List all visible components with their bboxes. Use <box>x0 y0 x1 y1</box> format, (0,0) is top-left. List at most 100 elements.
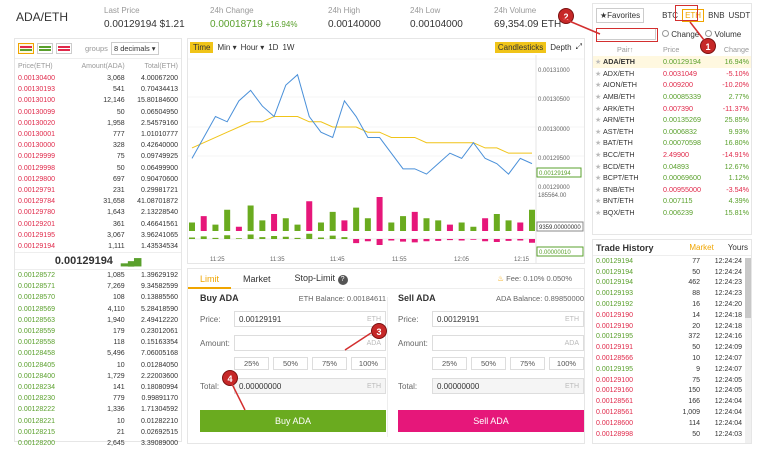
market-row[interactable]: ★ BAT/ETH 0.00070598 16.80% <box>593 137 751 149</box>
star-icon[interactable]: ★ <box>595 92 602 102</box>
market-row[interactable]: ★ AMB/ETH 0.00085339 2.77% <box>593 91 751 103</box>
tab-btc[interactable]: BTC <box>662 10 679 20</box>
view-asks-icon[interactable] <box>56 43 72 54</box>
star-icon[interactable]: ★ <box>595 184 602 194</box>
order-row[interactable]: 0.00130020 1,958 2.54579160 <box>15 118 181 129</box>
market-row[interactable]: ★ BCC/ETH 2.49900 -14.91% <box>593 149 751 161</box>
tab-bnb[interactable]: BNB <box>708 10 725 20</box>
percent-25-button[interactable]: 25% <box>234 357 269 370</box>
market-row[interactable]: ★ BQX/ETH 0.006239 15.81% <box>593 207 751 219</box>
order-row[interactable]: 0.00130193 541 0.70434413 <box>15 84 181 95</box>
order-row[interactable]: 0.00129195 3,067 3.96241065 <box>15 230 181 241</box>
order-row[interactable]: 0.00129999 75 0.09749925 <box>15 151 181 162</box>
order-row[interactable]: 0.00128234 141 0.18080994 <box>15 382 181 393</box>
tab-market[interactable]: Market <box>243 273 271 284</box>
decimals-select[interactable]: 8 decimals ▾ <box>110 42 159 55</box>
star-icon[interactable]: ★ <box>595 57 602 67</box>
order-row[interactable]: 0.00128215 21 0.02692515 <box>15 427 181 438</box>
col-pair[interactable]: Pair↑ <box>617 44 634 54</box>
change-radio[interactable]: Change <box>662 29 699 39</box>
order-row[interactable]: 0.00129784 31,658 41.08701872 <box>15 196 181 207</box>
buy-price-input[interactable]: 0.00129191 ETH <box>234 311 386 327</box>
scrollbar[interactable] <box>745 258 751 443</box>
order-row[interactable]: 0.00128558 118 0.15163354 <box>15 337 181 348</box>
order-row[interactable]: 0.00128400 1,729 2.22003600 <box>15 371 181 382</box>
order-row[interactable]: 0.00129800 697 0.90470600 <box>15 174 181 185</box>
help-icon[interactable]: ? <box>337 274 348 285</box>
percent-100-button[interactable]: 100% <box>351 357 386 370</box>
market-row[interactable]: ★ BCD/ETH 0.04893 12.67% <box>593 160 751 172</box>
tab-stop-limit[interactable]: Stop-Limit ? <box>283 273 360 285</box>
order-row[interactable]: 0.00129194 1,111 1.43534534 <box>15 241 181 252</box>
order-row[interactable]: 0.00129201 361 0.46641561 <box>15 218 181 229</box>
order-row[interactable]: 0.00128405 10 0.01284050 <box>15 360 181 371</box>
order-row[interactable]: 0.00128458 5,496 7.06005168 <box>15 348 181 359</box>
sell-button[interactable]: Sell ADA <box>398 410 584 432</box>
depth-button[interactable]: Depth <box>550 42 572 52</box>
order-row[interactable]: 0.00130099 50 0.06504950 <box>15 107 181 118</box>
market-row[interactable]: ★ ARN/ETH 0.00135269 25.85% <box>593 114 751 126</box>
order-row[interactable]: 0.00128569 4,110 5.28418590 <box>15 304 181 315</box>
order-row[interactable]: 0.00128572 1,085 1.39629192 <box>15 270 181 281</box>
tab-min[interactable]: Min ▾ <box>217 42 237 52</box>
market-row[interactable]: ★ AION/ETH 0.009200 -10.20% <box>593 79 751 91</box>
tab-market-history[interactable]: Market <box>689 243 714 252</box>
order-row[interactable]: 0.00128571 7,269 9.34582599 <box>15 281 181 292</box>
order-row[interactable]: 0.00130000 328 0.42640000 <box>15 140 181 151</box>
order-row[interactable]: 0.00128570 108 0.13885560 <box>15 292 181 303</box>
market-row[interactable]: ★ ADA/ETH 0.00129194 16.94% <box>593 56 751 68</box>
market-row[interactable]: ★ BCPT/ETH 0.00069600 1.12% <box>593 172 751 184</box>
order-row[interactable]: 0.00129780 1,643 2.13228540 <box>15 207 181 218</box>
buy-amount-input[interactable]: ADA <box>234 335 386 351</box>
order-row[interactable]: 0.00128200 2,645 3.39089000 <box>15 438 181 449</box>
tab-eth[interactable]: ETH <box>682 8 705 22</box>
order-row[interactable]: 0.00128559 179 0.23012061 <box>15 326 181 337</box>
market-row[interactable]: ★ ADX/ETH 0.0031049 -5.10% <box>593 68 751 80</box>
col-change[interactable]: Change <box>723 44 749 54</box>
star-icon[interactable]: ★ <box>595 126 602 136</box>
sell-amount-input[interactable]: ADA <box>432 335 584 351</box>
sell-price-input[interactable]: 0.00129191 ETH <box>432 311 584 327</box>
star-icon[interactable]: ★ <box>595 173 602 183</box>
buy-button[interactable]: Buy ADA <box>200 410 386 432</box>
fullscreen-icon[interactable]: ⤢ <box>575 42 582 51</box>
star-icon[interactable]: ★ <box>595 161 602 171</box>
tab-1w[interactable]: 1W <box>282 42 295 52</box>
tab-usdt[interactable]: USDT <box>728 10 751 20</box>
view-bids-icon[interactable] <box>37 43 53 54</box>
favorites-tab[interactable]: ★Favorites <box>596 7 645 23</box>
star-icon[interactable]: ★ <box>595 103 602 113</box>
order-row[interactable]: 0.00128230 779 0.99891170 <box>15 393 181 404</box>
sell-total-input[interactable]: 0.00000000 ETH <box>432 378 584 394</box>
tab-time[interactable]: Time <box>190 41 214 53</box>
star-icon[interactable]: ★ <box>595 115 602 125</box>
star-icon[interactable]: ★ <box>595 80 602 90</box>
star-icon[interactable]: ★ <box>595 68 602 78</box>
star-icon[interactable]: ★ <box>595 196 602 206</box>
tab-1d[interactable]: 1D <box>268 42 279 52</box>
star-icon[interactable]: ★ <box>595 150 602 160</box>
percent-50-button[interactable]: 50% <box>471 357 506 370</box>
tab-limit[interactable]: Limit <box>188 269 232 289</box>
market-row[interactable]: ★ AST/ETH 0.0006832 9.93% <box>593 126 751 138</box>
order-row[interactable]: 0.00130100 12,146 15.80184600 <box>15 95 181 106</box>
scrollbar-thumb[interactable] <box>745 258 751 318</box>
order-row[interactable]: 0.00129998 50 0.06499900 <box>15 163 181 174</box>
percent-100-button[interactable]: 100% <box>549 357 584 370</box>
chart-canvas[interactable]: 0.00131000 0.00130500 0.00130000 0.00129… <box>188 55 584 263</box>
buy-total-input[interactable]: 0.00000000 ETH <box>234 378 386 394</box>
star-icon[interactable]: ★ <box>595 208 602 218</box>
order-row[interactable]: 0.00129791 231 0.29981721 <box>15 185 181 196</box>
order-row[interactable]: 0.00128222 1,336 1.71304592 <box>15 404 181 415</box>
order-row[interactable]: 0.00130001 777 1.01010777 <box>15 129 181 140</box>
star-icon[interactable]: ★ <box>595 138 602 148</box>
percent-75-button[interactable]: 75% <box>510 357 545 370</box>
market-row[interactable]: ★ ARK/ETH 0.007390 -11.37% <box>593 102 751 114</box>
col-price[interactable]: Price <box>663 44 680 54</box>
candlesticks-button[interactable]: Candlesticks <box>494 41 547 53</box>
market-row[interactable]: ★ BNT/ETH 0.007115 4.39% <box>593 195 751 207</box>
percent-25-button[interactable]: 25% <box>432 357 467 370</box>
tab-hour[interactable]: Hour ▾ <box>240 42 265 52</box>
tab-your-history[interactable]: Yours <box>727 243 748 252</box>
percent-50-button[interactable]: 50% <box>273 357 308 370</box>
